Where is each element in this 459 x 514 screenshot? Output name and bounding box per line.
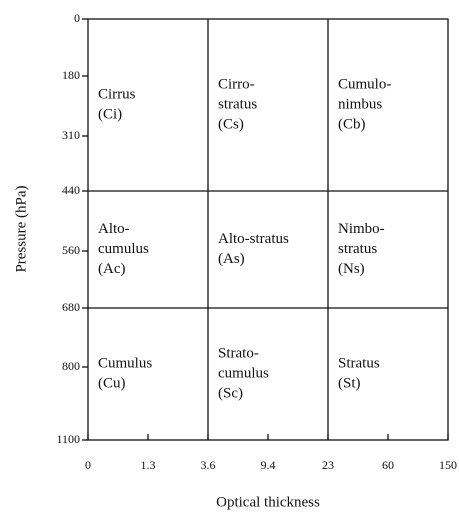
x-tick-label: 3.6 — [201, 458, 216, 472]
x-tick-label: 1.3 — [141, 458, 156, 472]
x-axis-title: Optical thickness — [216, 494, 320, 510]
cell-label-line: (Ac) — [98, 261, 125, 277]
cell-label-line: Stratus — [338, 355, 380, 371]
cloud-type-cell: Stratus (St) — [338, 355, 380, 391]
y-axis-title: Pressure (hPa) — [13, 185, 29, 272]
cell-label-line: nimbus — [338, 96, 382, 112]
cell-label-line: (As) — [218, 251, 245, 267]
cell-label-line: Nimbo- — [338, 221, 385, 237]
cell-label-line: (Ci) — [98, 106, 122, 122]
cloud-type-cell: Cirrus (Ci) — [98, 86, 136, 122]
y-tick-label: 0 — [74, 11, 80, 25]
cell-label-line: Strato- — [218, 345, 259, 361]
cloud-type-cell: Alto-cumulus (Ac) — [98, 221, 149, 277]
x-tick-label: 150 — [439, 458, 457, 472]
cloud-type-cell: Alto-stratus (As) — [218, 231, 289, 267]
cell-label-line: Alto-stratus — [218, 231, 289, 247]
x-tick-label: 60 — [382, 458, 394, 472]
cell-label-line: (Ns) — [338, 261, 365, 277]
y-tick-label: 180 — [62, 68, 80, 82]
cell-label-line: stratus — [218, 96, 257, 112]
cell-label-line: (Sc) — [218, 385, 243, 401]
x-tick-label: 23 — [322, 458, 334, 472]
cell-label-line: Cumulo- — [338, 76, 391, 92]
x-tick-label: 9.4 — [261, 458, 276, 472]
cell-label-line: Cumulus — [98, 355, 152, 371]
y-tick-label: 560 — [62, 243, 80, 257]
cell-label-line: Cirrus — [98, 86, 136, 102]
cell-label-line: (Cu) — [98, 375, 126, 391]
y-tick-label: 680 — [62, 300, 80, 314]
cell-label-line: (Cb) — [338, 116, 366, 132]
cloud-type-cell: Cumulus (Cu) — [98, 355, 152, 391]
y-tick-label: 1100 — [56, 432, 80, 446]
cell-label-line: (Cs) — [218, 116, 244, 132]
cell-label-line: Alto- — [98, 221, 130, 237]
cell-label-line: cumulus — [98, 241, 149, 257]
cell-label-line: (St) — [338, 375, 361, 391]
y-tick-label: 310 — [62, 128, 80, 142]
cloud-type-cell: Cumulo-nimbus (Cb) — [338, 76, 391, 132]
y-tick-label: 800 — [62, 359, 80, 373]
x-tick-label: 0 — [85, 458, 91, 472]
cell-label-line: cumulus — [218, 365, 269, 381]
cell-label-line: stratus — [338, 241, 377, 257]
cell-label-line: Cirro- — [218, 76, 255, 92]
cloud-type-cell: Cirro-stratus (Cs) — [218, 76, 257, 132]
y-tick-label: 440 — [62, 183, 80, 197]
cloud-type-cell: Nimbo-stratus (Ns) — [338, 221, 385, 277]
cloud-type-cell: Strato-cumulus (Sc) — [218, 345, 269, 401]
